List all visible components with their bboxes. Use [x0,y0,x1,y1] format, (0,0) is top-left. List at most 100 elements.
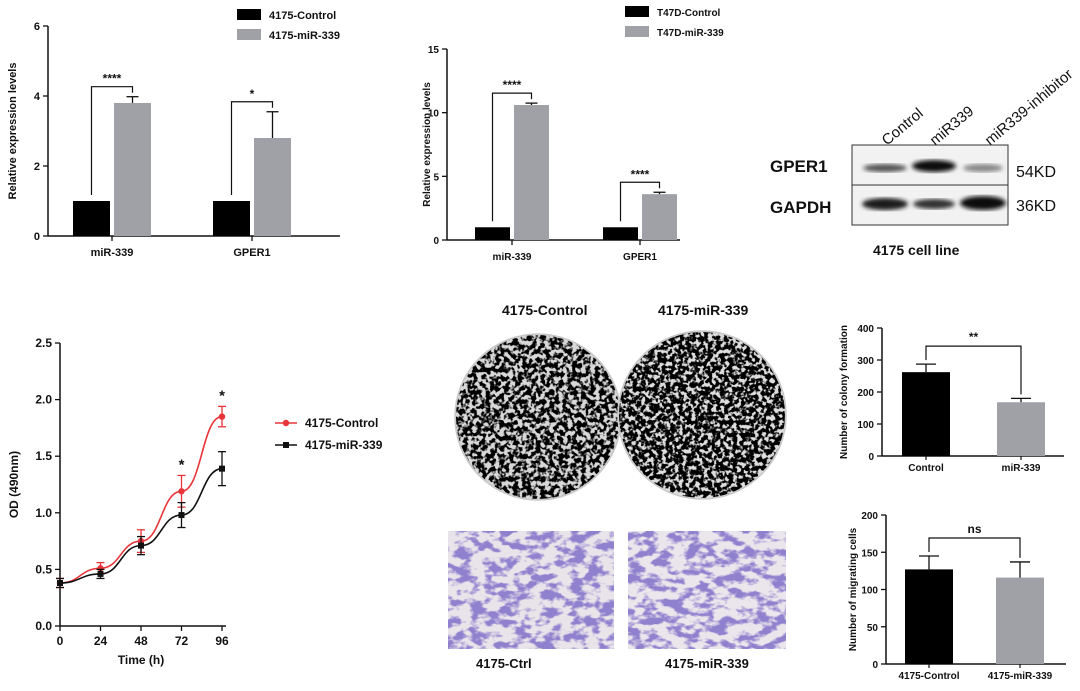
colony-photos: 4175-Control 4175-miR-339 [454,302,787,501]
y-tick-label: 2.5 [35,336,52,350]
y-axis-title: Relative expression levels [422,82,433,207]
migration-label-mir339: 4175-miR-339 [665,656,749,671]
legend-label-4175-mir-339: 4175-miR-339 [269,30,340,42]
bar-4175-control [905,569,953,664]
y-tick-label: 2 [34,161,40,173]
bar-4175-mir-339-gper1 [254,138,291,236]
bar-4175-mir-339-mir-339 [114,103,151,236]
bar-t47d-mir-339-gper1 [642,194,677,240]
significance-bracket [925,345,1022,395]
y-tick-label: 200 [857,388,874,399]
legend-label-t47d-control: T47D-Control [657,8,721,19]
western-lane-label-inhibitor: miR339-inhibitor [982,66,1077,149]
legend-swatch-t47d-mir-339 [625,26,649,37]
y-axis-title: Number of migrating cells [848,527,859,651]
y-tick-label: 400 [857,324,874,335]
x-tick-label: 24 [94,634,108,648]
migration-label-control: 4175-Ctrl [476,656,532,671]
legend-marker [283,442,289,448]
x-tick-label-mir-339: miR-339 [493,252,532,263]
bar-4175-control-mir-339 [73,201,110,236]
western-caption: 4175 cell line [873,242,960,258]
x-tick-label-mir-339: miR-339 [1002,463,1041,474]
legend-label-4175-control: 4175-Control [305,416,378,430]
y-tick-label: 100 [857,420,874,431]
significance-label: ** [969,330,979,344]
y-tick-label: 2.0 [35,393,52,407]
y-tick-label: 0.0 [35,619,52,633]
y-tick-label: 0.5 [35,562,52,576]
point-4175-mir-339 [57,579,63,586]
y-tick-label: 50 [867,623,879,634]
significance-bracket [491,92,533,222]
y-tick-label: 100 [861,586,878,597]
x-axis-title: Time (h) [118,653,164,667]
y-tick-label: 5 [433,172,439,183]
migration-photos: 4175-Ctrl 4175-miR-339 [448,531,786,671]
legend-label-t47d-mir-339: T47D-miR-339 [657,28,724,39]
x-tick-label-mir-339: miR-339 [91,247,134,259]
x-tick-label: 72 [175,634,189,648]
band-gapdh-mir339 [913,199,955,209]
y-axis-title: OD (490nm) [7,451,21,518]
x-tick-label: 0 [57,634,64,648]
series-line-4175-control [59,415,223,584]
y-tick-label: 1.5 [35,449,52,463]
point-4175-mir-339 [138,542,144,549]
colony-title-mir339: 4175-miR-339 [658,302,748,318]
y-tick-label: 200 [861,511,878,522]
significance-label: **** [503,78,522,92]
y-tick-label: 4 [34,91,41,103]
significance-label: * [250,87,255,101]
point-4175-mir-339 [178,512,185,519]
y-tick-label: 0 [868,452,874,463]
y-tick-label: 1.0 [35,506,52,520]
y-tick-label: 6 [34,21,40,33]
legend-swatch-4175-mir-339 [237,29,261,40]
bar-4175-control-gper1 [213,201,250,236]
point-4175-mir-339 [219,465,225,472]
western-blot: Control miR339 miR339-inhibitor GPER1 GA… [770,66,1076,258]
band-gper1-mir339 [912,160,956,172]
x-tick-label: 96 [215,634,229,648]
significance-label: **** [103,72,122,86]
bar-t47d-control-gper1 [603,227,638,240]
significance-bracket [230,101,274,195]
significance-label: * [219,387,225,404]
x-tick-label-4175-mir-339: 4175-miR-339 [988,671,1053,682]
chart-expression-t47d: 0 5 10 15 Relative expression levels miR-339 *… [422,6,724,263]
western-lane-label-control: Control [879,105,927,149]
band-gapdh-inhibitor [960,196,1006,210]
chart-od-growth: 0.0 0.5 1.0 1.5 2.0 2.5 OD (490nm) 0 24 48 72 96 Tim… [7,336,383,667]
point-4175-control [178,488,185,495]
y-tick-label: 0 [34,231,40,243]
point-4175-mir-339 [97,570,104,577]
chart-colony-count: 0 100 200 300 400 Number of colony formation C… [839,324,1064,474]
y-tick-label: 0 [433,236,439,247]
y-tick-label: 300 [857,356,874,367]
bar-t47d-control-mir-339 [475,227,510,240]
bar-4175-mir-339 [996,577,1044,664]
significance-label: ns [967,522,981,536]
colony-plate-mir339-dots [619,332,785,498]
western-size-36kd: 36KD [1016,198,1056,215]
legend-marker [282,419,290,427]
western-row-label-gper1: GPER1 [770,157,828,176]
western-row-label-gapdh: GAPDH [770,198,831,217]
x-tick-label-4175-control: 4175-Control [898,671,959,682]
significance-bracket [928,537,1021,558]
x-tick-label-gper1: GPER1 [623,252,657,263]
band-gper1-inhibitor [963,164,1003,172]
y-tick-label: 15 [428,45,440,56]
western-lane-label-mir339: miR339 [927,103,978,149]
legend-label-4175-mir-339: 4175-miR-339 [305,438,383,452]
significance-bracket [90,86,134,195]
x-tick-label-gper1: GPER1 [233,247,270,259]
western-size-54kd: 54KD [1016,164,1056,181]
significance-label: **** [631,167,650,181]
legend-label-4175-control: 4175-Control [269,10,336,22]
bar-t47d-mir-339-mir-339 [514,105,549,240]
band-gapdh-control [862,198,908,210]
